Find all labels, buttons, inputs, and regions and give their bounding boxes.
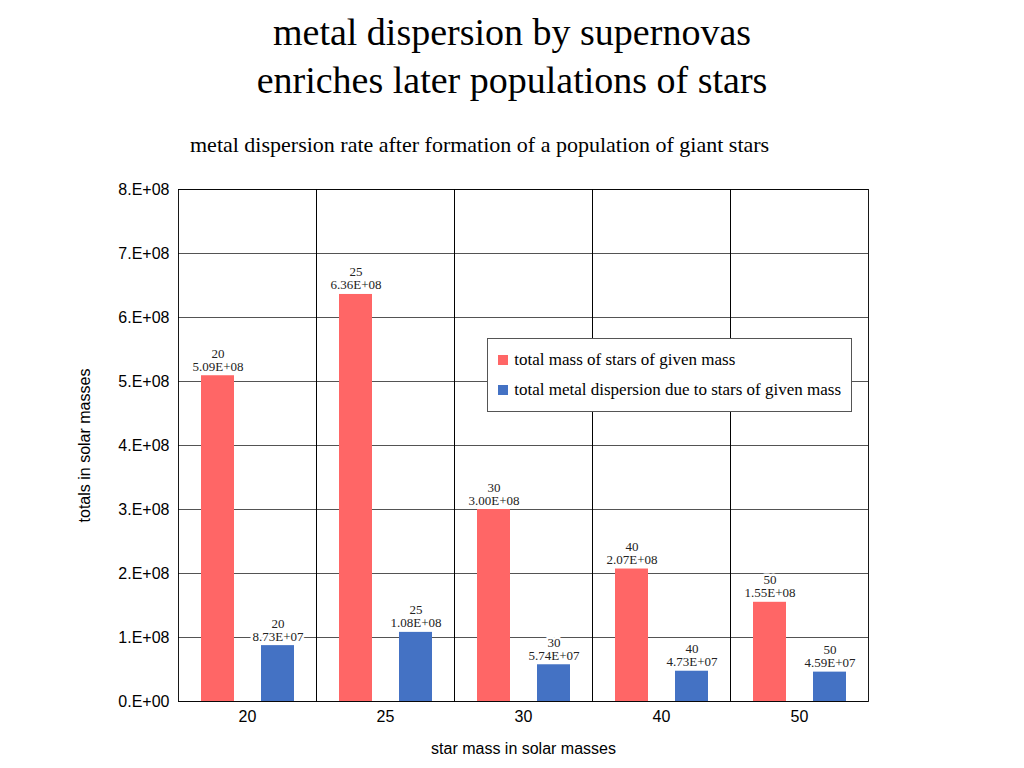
svg-text:208.73E+07: 208.73E+07	[252, 616, 304, 644]
svg-text:256.36E+08: 256.36E+08	[330, 264, 381, 292]
svg-text:504.59E+07: 504.59E+07	[804, 642, 856, 670]
svg-text:3.E+08: 3.E+08	[118, 501, 169, 518]
svg-text:1.E+08: 1.E+08	[118, 629, 169, 646]
svg-text:totals in solar masses: totals in solar masses	[76, 369, 93, 523]
svg-text:402.07E+08: 402.07E+08	[606, 539, 657, 567]
html-text:metal dispersion by supernovas: metal dispersion by supernovas enriches …	[256, 11, 768, 101]
svg-text:20: 20	[239, 708, 257, 725]
svg-text:6.E+08: 6.E+08	[118, 309, 169, 326]
svg-text:25: 25	[377, 708, 395, 725]
svg-text:30: 30	[515, 708, 533, 725]
svg-text:7.E+08: 7.E+08	[118, 245, 169, 262]
svg-text:501.55E+08: 501.55E+08	[744, 572, 795, 600]
svg-text:8.E+08: 8.E+08	[118, 181, 169, 198]
svg-text:star mass in solar masses: star mass in solar masses	[431, 740, 616, 757]
html-text:total metal dispersion due to: total metal dispersion due to stars of g…	[514, 380, 841, 399]
svg-text:5.E+08: 5.E+08	[118, 373, 169, 390]
svg-text:40: 40	[653, 708, 671, 725]
html-text:total mass of stars of given m: total mass of stars of given mass	[514, 350, 736, 369]
svg-text:404.73E+07: 404.73E+07	[666, 641, 718, 669]
svg-text:205.09E+08: 205.09E+08	[192, 346, 243, 374]
html-text:metal dispersion rate after fo: metal dispersion rate after formation of…	[190, 132, 770, 157]
svg-text:251.08E+08: 251.08E+08	[390, 602, 441, 630]
svg-text:2.E+08: 2.E+08	[118, 565, 169, 582]
svg-text:0.E+00: 0.E+00	[118, 693, 169, 710]
svg-text:303.00E+08: 303.00E+08	[468, 480, 519, 508]
svg-text:305.74E+07: 305.74E+07	[528, 635, 580, 663]
svg-text:50: 50	[791, 708, 809, 725]
svg-text:4.E+08: 4.E+08	[118, 437, 169, 454]
